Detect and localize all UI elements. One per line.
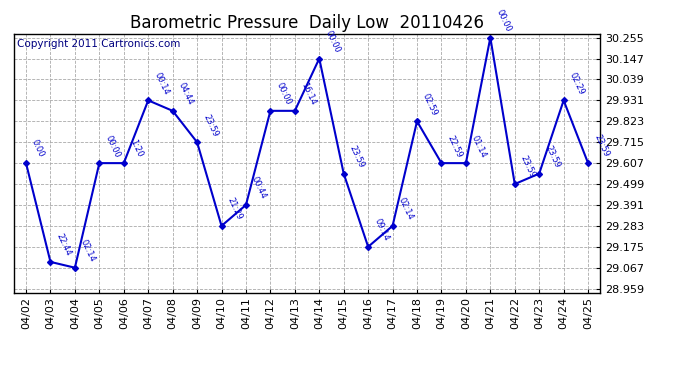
Text: 02:14: 02:14 — [79, 238, 97, 264]
Text: 00:44: 00:44 — [250, 176, 268, 201]
Text: 0:00: 0:00 — [30, 138, 46, 159]
Text: 22:44: 22:44 — [55, 232, 73, 258]
Text: 00:00: 00:00 — [104, 134, 121, 159]
Text: 02:59: 02:59 — [421, 92, 440, 117]
Text: 00:14: 00:14 — [152, 71, 170, 96]
Text: 23:59: 23:59 — [592, 134, 611, 159]
Text: Copyright 2011 Cartronics.com: Copyright 2011 Cartronics.com — [17, 39, 180, 49]
Text: 23:59: 23:59 — [519, 154, 538, 180]
Text: 00:00: 00:00 — [275, 81, 293, 106]
Text: 23:59: 23:59 — [348, 144, 366, 170]
Text: 00:00: 00:00 — [324, 29, 342, 54]
Text: 1:20: 1:20 — [128, 138, 144, 159]
Text: 23:59: 23:59 — [543, 144, 562, 170]
Text: 04:44: 04:44 — [177, 81, 195, 106]
Title: Barometric Pressure  Daily Low  20110426: Barometric Pressure Daily Low 20110426 — [130, 14, 484, 32]
Text: 02:14: 02:14 — [397, 196, 415, 222]
Text: 00:00: 00:00 — [495, 8, 513, 33]
Text: 16:14: 16:14 — [299, 81, 317, 106]
Text: 21:29: 21:29 — [226, 196, 244, 222]
Text: 01:14: 01:14 — [470, 134, 489, 159]
Text: 23:59: 23:59 — [201, 112, 219, 138]
Text: 02:29: 02:29 — [568, 71, 586, 96]
Text: 09:14: 09:14 — [373, 217, 391, 243]
Text: 22:59: 22:59 — [446, 134, 464, 159]
